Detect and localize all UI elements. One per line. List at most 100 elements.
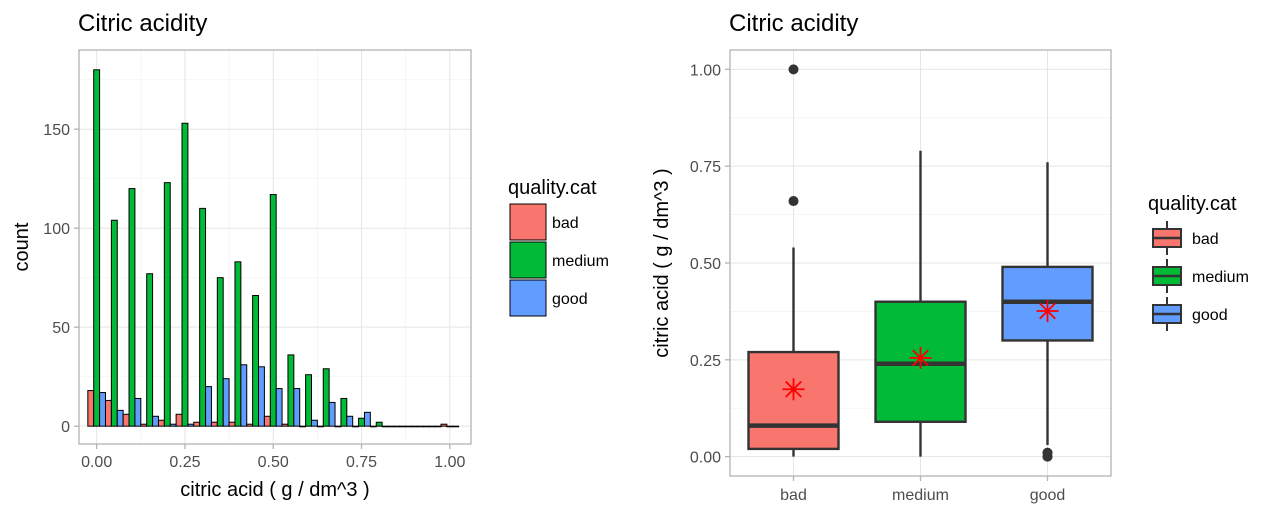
boxplot-legend: quality.cat bad medium good: [1148, 193, 1249, 331]
histogram-bar-medium: [340, 397, 348, 427]
boxplot-x-tick-label: bad: [780, 487, 807, 504]
histogram-bar-medium: [305, 374, 312, 427]
histogram-bar-good: [134, 397, 142, 427]
boxplot-chart: Citric acidity 0.00 0.25 0.50 0.75 1.00 bad me…: [651, 10, 1249, 504]
histogram-bar-bad: [281, 423, 289, 427]
histogram-legend-label-medium: medium: [552, 253, 609, 270]
histogram-bar-medium: [199, 207, 207, 427]
histogram-bar-medium: [393, 425, 401, 428]
histogram-bar-medium: [446, 425, 454, 428]
histogram-bar-medium: [216, 277, 224, 427]
histogram-bar-good: [169, 423, 177, 427]
boxplot-x-tick-label: medium: [892, 487, 949, 504]
histogram-x-axis-title: citric acid ( g / dm^3 ): [180, 479, 369, 501]
boxplot-y-tick-label: 0.25: [690, 353, 721, 370]
histogram-y-tick-label: 150: [43, 122, 70, 139]
histogram-bar-bad: [405, 425, 413, 428]
histogram-bar-bad: [122, 413, 130, 427]
histogram-bar-good: [258, 366, 265, 427]
histogram-bar-medium: [375, 421, 383, 427]
histogram-bar-bad: [369, 425, 377, 428]
histogram-bar-bad: [387, 425, 395, 428]
histogram-legend-label-good: good: [552, 291, 588, 308]
histogram-x-tick-label: 0.50: [258, 454, 289, 471]
boxplot-y-tick-label: 0.00: [690, 450, 721, 467]
histogram-legend-key-good: [509, 279, 547, 317]
histogram-x-tick-label: 0.25: [169, 454, 200, 471]
histogram-bar-good: [187, 423, 195, 427]
boxplot-legend-label-good: good: [1192, 307, 1228, 324]
histogram-bar-good: [381, 425, 389, 428]
histogram-chart: Citric acidity 0.00 0.25 0.50 0.75 1.00 0 50 10…: [11, 10, 609, 501]
histogram-axes: 0.00 0.25 0.50 0.75 1.00 0 50 100 150: [43, 122, 465, 471]
histogram-y-axis-title: count: [11, 222, 33, 271]
histogram-bar-bad: [175, 413, 183, 427]
histogram-bar-good: [116, 409, 124, 427]
boxplot-legend-label-medium: medium: [1192, 269, 1249, 286]
histogram-bar-good: [152, 415, 159, 427]
histogram-bar-bad: [87, 390, 95, 427]
boxplot-mean-stroke: [912, 349, 929, 367]
histogram-bar-bad: [422, 425, 430, 428]
histogram-bar-bad: [316, 425, 324, 428]
boxplot-box-bad: [747, 350, 840, 451]
boxplot-axes: 0.00 0.25 0.50 0.75 1.00 bad medium good: [690, 62, 1065, 504]
histogram-bar-good: [434, 425, 442, 428]
histogram-y-tick-label: 100: [43, 221, 70, 238]
histogram-x-tick-label: 1.00: [434, 454, 465, 471]
histogram-bar-good: [222, 378, 230, 427]
boxplot-mean-medium: [909, 346, 932, 369]
histogram-bar-medium: [358, 417, 365, 427]
histogram-bar-bad: [246, 423, 254, 427]
histogram-bar-medium: [128, 188, 136, 427]
histogram-bar-medium: [181, 122, 189, 427]
histogram-bar-bad: [140, 423, 148, 427]
boxplot-mean-bad: [782, 378, 805, 401]
histogram-bar-good: [240, 364, 248, 427]
histogram-bar-bad: [228, 421, 236, 427]
histogram-bars: [87, 69, 460, 428]
histogram-bar-good: [275, 388, 283, 427]
histogram-title: Citric acidity: [78, 10, 207, 37]
histogram-legend: quality.cat bad medium good: [508, 177, 609, 317]
histogram-panel: [78, 49, 472, 445]
histogram-bar-medium: [146, 273, 154, 427]
boxplot-title: Citric acidity: [729, 10, 858, 37]
histogram-y-tick-label: 0: [61, 419, 70, 436]
histogram-bar-good: [328, 401, 336, 427]
histogram-bar-bad: [104, 399, 112, 427]
histogram-bar-bad: [263, 415, 271, 427]
histogram-bar-good: [205, 386, 212, 427]
histogram-bar-good: [99, 392, 106, 427]
histogram-bar-bad: [157, 419, 165, 427]
histogram-legend-title: quality.cat: [508, 177, 597, 199]
boxplot-mean-stroke: [785, 380, 802, 398]
boxplot-y-axis-title: citric acid ( g / dm^3 ): [651, 168, 673, 357]
histogram-bar-good: [399, 425, 407, 428]
boxplot-legend-title: quality.cat: [1148, 193, 1237, 215]
histogram-bar-bad: [299, 425, 307, 428]
boxplot-mean-good: [1036, 300, 1059, 323]
histogram-x-tick-label: 0.75: [346, 454, 377, 471]
histogram-legend-label-bad: bad: [552, 215, 579, 232]
histogram-bar-good: [452, 425, 460, 428]
histogram-legend-key-medium: [509, 241, 547, 279]
boxplot-y-tick-label: 0.50: [690, 256, 721, 273]
histogram-legend-key-bad: [509, 203, 547, 241]
histogram-bar-medium: [252, 295, 260, 427]
boxplot-mean-stroke: [1039, 302, 1056, 320]
histogram-bar-bad: [440, 423, 448, 427]
boxplot-outlier-good: [1042, 447, 1053, 458]
boxplot-outlier-bad: [788, 64, 799, 75]
boxplot-boxes: [747, 64, 1094, 462]
boxplot-outlier-bad: [788, 196, 799, 207]
boxplot-legend-label-bad: bad: [1192, 231, 1219, 248]
histogram-bar-medium: [93, 69, 101, 427]
histogram-bar-medium: [163, 182, 171, 427]
histogram-x-tick-label: 0.00: [81, 454, 112, 471]
histogram-bar-medium: [110, 219, 118, 427]
histogram-bar-good: [363, 411, 371, 427]
histogram-bar-medium: [411, 425, 418, 428]
histogram-bar-bad: [352, 425, 360, 428]
